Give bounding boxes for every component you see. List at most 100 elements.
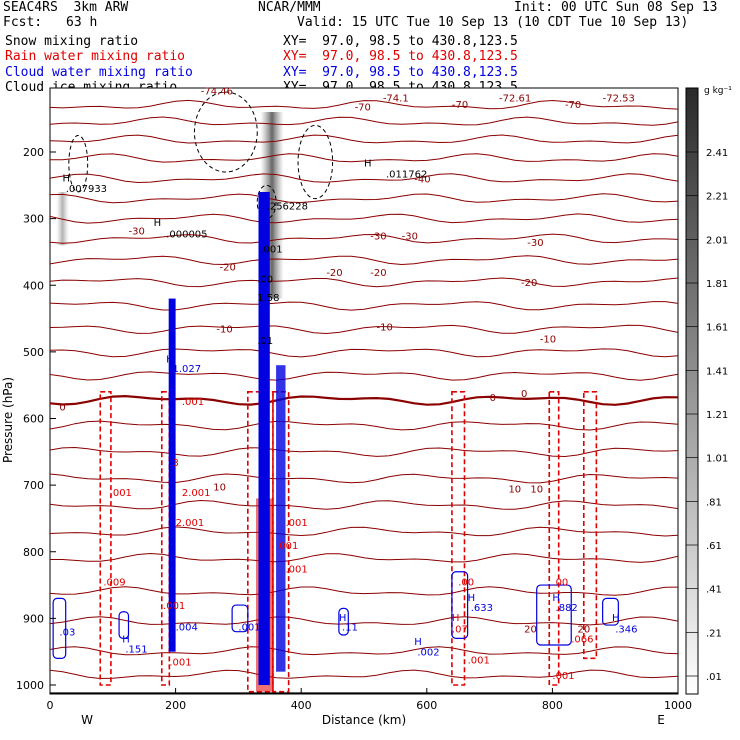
isotherm-label: -70 — [355, 103, 371, 114]
rain-field-label: Rain water mixing ratio — [5, 49, 186, 64]
init-time: Init: 00 UTC Sun 08 Sep 13 — [514, 0, 718, 15]
isotherm-line — [50, 552, 678, 563]
field-value-label: H — [122, 634, 130, 645]
x-axis-title: Distance (km) — [322, 713, 406, 727]
isotherm-label: -70 — [565, 100, 581, 111]
colorbar-label: 2.21 — [706, 192, 728, 203]
isotherm-label: -30 — [402, 231, 418, 242]
cloud-water-field-label: Cloud water mixing ratio — [5, 65, 193, 80]
field-value-label: .001 — [182, 397, 204, 408]
field-value-label: .001 — [468, 656, 490, 667]
isotherm-line — [50, 473, 678, 484]
isotherm-line — [50, 669, 678, 680]
isotherm-line — [50, 394, 678, 406]
x-tick-label: 200 — [165, 699, 186, 712]
field-value-label: .001 — [286, 564, 308, 575]
cloud-ice-contour — [297, 124, 334, 200]
colorbar-label: 1.41 — [706, 366, 728, 377]
cloud-water-contour — [338, 607, 349, 636]
isotherm-line — [50, 116, 678, 126]
colorbar-label: 1.21 — [706, 410, 728, 421]
field-value-label: H — [339, 613, 347, 624]
field-value-label: 1.027 — [172, 364, 201, 375]
field-value-label: .066 — [571, 634, 593, 645]
forecast-hours: 63 h — [66, 15, 98, 30]
isotherm-label: -10 — [216, 325, 232, 336]
x-tick-label: 1000 — [664, 699, 692, 712]
field-value-label: .882 — [556, 603, 578, 614]
y-axis-title: Pressure (hPa) — [1, 377, 15, 463]
cloud-water-core — [168, 298, 176, 652]
x-tick-label: 400 — [291, 699, 312, 712]
isotherm-label: 10 — [213, 482, 226, 493]
field-value-label: H — [364, 159, 372, 170]
rain-water-contour — [548, 391, 560, 686]
isotherm-label: 0 — [490, 393, 496, 404]
isotherm-label: -10 — [377, 323, 393, 334]
field-value-label: 2.001 — [176, 518, 205, 529]
isotherm-label: -30 — [370, 231, 386, 242]
field-value-label: H — [468, 593, 476, 604]
isotherm-line — [50, 616, 678, 626]
colorbar-label: .21 — [706, 628, 722, 639]
model-name: SEAC4RS 3km ARW — [3, 0, 129, 15]
x-tick-label: 800 — [542, 699, 563, 712]
field-value-label: H — [166, 355, 174, 366]
field-value-label: H — [452, 613, 460, 624]
cloud-water-contour — [231, 604, 249, 633]
field-value-label: .00 — [458, 578, 474, 589]
field-value-label: .000005 — [166, 229, 207, 240]
isotherm-line — [50, 646, 678, 656]
cloud-water-field-xy: XY= 97.0, 98.5 to 430.8,123.5 — [283, 65, 518, 80]
colorbar-label: 2.41 — [706, 148, 728, 159]
colorbar-label: .61 — [706, 541, 722, 552]
isotherm-label: -40 — [414, 175, 430, 186]
cloud-ice-contour — [193, 91, 258, 173]
field-value-label: .07 — [452, 624, 468, 635]
colorbar-label: 1.01 — [706, 454, 728, 465]
isotherm-line — [50, 371, 678, 381]
field-value-label: .001 — [110, 488, 132, 499]
rain-water-contour — [582, 391, 598, 660]
field-value-label: H — [552, 593, 560, 604]
field-value-label: .001 — [169, 658, 191, 669]
isotherm-label: -30 — [129, 227, 145, 238]
field-value-label: .151 — [125, 644, 147, 655]
colorbar-label: .41 — [706, 585, 722, 596]
y-tick-label: 200 — [23, 146, 44, 159]
field-value-label: 1.58 — [257, 293, 279, 304]
field-value-label: .001 — [238, 622, 260, 633]
isotherm-label: 10 — [530, 484, 543, 495]
y-tick-label: 500 — [23, 346, 44, 359]
west-label: W — [81, 713, 93, 727]
field-value-label: .256228 — [267, 201, 308, 212]
y-tick-label: 700 — [23, 479, 44, 492]
valid-time: Valid: 15 UTC Tue 10 Sep 13 (10 CDT Tue … — [297, 15, 689, 30]
isotherm-label: 20 — [578, 624, 591, 635]
y-tick-label: 600 — [23, 413, 44, 426]
field-value-label: .002 — [417, 648, 439, 659]
cloud-water-contour — [602, 597, 619, 626]
field-value-label: .001 — [552, 671, 574, 682]
isotherm-line — [50, 420, 678, 431]
cloud-ice-contour — [256, 184, 277, 220]
isotherm-label: -74.1 — [383, 93, 409, 104]
snow-field-label: Snow mixing ratio — [5, 34, 139, 49]
field-value-label: H — [612, 613, 620, 624]
isotherm-line — [50, 446, 678, 458]
isotherm-label: -20 — [370, 268, 386, 279]
cloud-water-contour — [451, 571, 469, 639]
forecast-label: Fcst: — [3, 15, 43, 30]
isotherm-line — [50, 324, 678, 335]
y-tick-label: 400 — [23, 279, 44, 292]
isotherm-label: -20 — [326, 268, 342, 279]
isotherm-line — [50, 348, 678, 358]
colorbar-unit: g kg⁻¹ — [704, 86, 732, 96]
isotherm-label: 0 — [59, 403, 65, 414]
isotherm-label: -20 — [521, 278, 537, 289]
field-value-label: .011762 — [386, 169, 427, 180]
cloud-ice-contour — [68, 134, 89, 193]
rain-water-contour — [451, 391, 466, 686]
colorbar — [685, 87, 699, 695]
